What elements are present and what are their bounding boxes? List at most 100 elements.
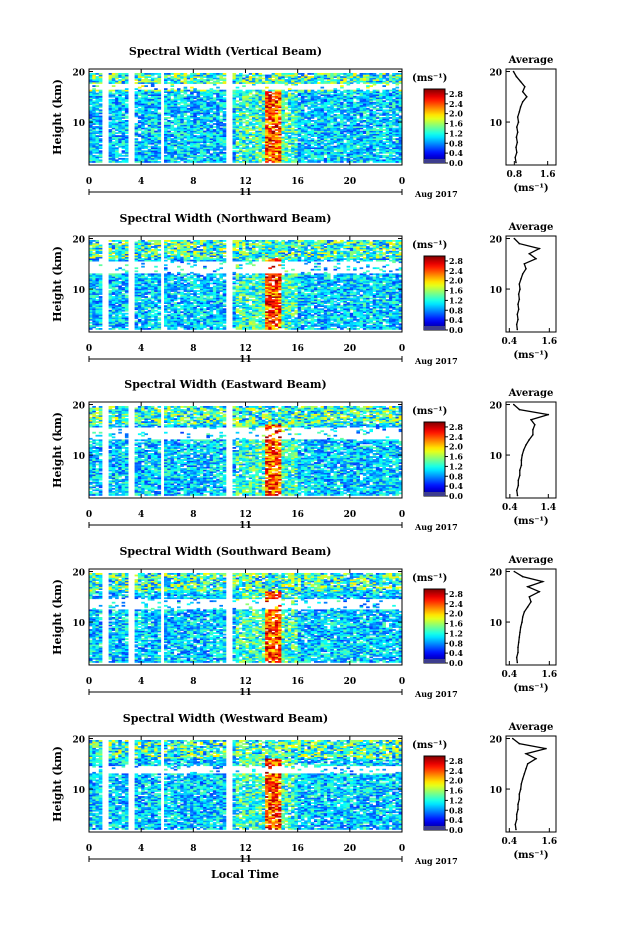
heatmap-cell [252, 94, 256, 97]
heatmap-cell [216, 142, 220, 145]
heatmap-cell [291, 136, 295, 139]
heatmap-cell [115, 104, 119, 107]
heatmap-cell [144, 112, 148, 115]
heatmap-cell [278, 115, 282, 118]
heatmap-cell [203, 139, 207, 142]
heatmap-cell [144, 115, 148, 118]
heatmap-cell [95, 273, 100, 276]
heatmap-cell [199, 126, 204, 128]
heatmap-cell [89, 144, 93, 147]
heatmap-cell [222, 138, 227, 140]
heatmap-cell [154, 106, 158, 109]
heatmap-cell [115, 123, 119, 125]
heatmap-cell [177, 121, 181, 124]
heatmap-cell [327, 132, 331, 134]
heatmap-cell [89, 157, 93, 160]
heatmap-cell [216, 97, 220, 100]
heatmap-cell [92, 290, 96, 292]
heatmap-cell [389, 141, 393, 144]
heatmap-cell [183, 121, 188, 124]
heatmap-cell [141, 74, 145, 77]
heatmap-cell [98, 126, 103, 128]
heatmap-cell [154, 97, 158, 100]
heatmap-cell [239, 121, 243, 124]
heatmap-cell [216, 104, 220, 107]
heatmap-cell [154, 92, 158, 95]
heatmap-cell [193, 115, 197, 118]
heatmap-cell [137, 129, 142, 131]
heatmap-cell [92, 91, 96, 93]
heatmap-cell [392, 74, 396, 77]
heatmap-cell [167, 89, 171, 92]
heatmap-cell [222, 80, 227, 83]
heatmap-cell [232, 97, 237, 100]
heatmap-cell [134, 157, 139, 160]
heatmap-cell [95, 120, 100, 122]
heatmap-cell [121, 243, 126, 245]
heatmap-cell [180, 127, 184, 130]
heatmap-cell [206, 95, 210, 98]
heatmap-cell [118, 124, 122, 127]
heatmap-cell [219, 106, 223, 109]
heatmap-cell [297, 142, 302, 145]
heatmap-cell [232, 129, 237, 131]
heatmap-cell [392, 138, 396, 140]
heatmap-cell [177, 145, 181, 148]
heatmap-cell [115, 318, 119, 321]
heatmap-cell [180, 101, 184, 104]
heatmap-cell [115, 121, 119, 124]
heatmap-cell [177, 88, 181, 90]
heatmap-cell [212, 92, 217, 95]
heatmap-cell [108, 94, 113, 97]
heatmap-cell [170, 150, 175, 153]
heatmap-cell [98, 299, 103, 301]
heatmap-cell [173, 110, 178, 113]
heatmap-cell [362, 73, 367, 75]
heatmap-cell [216, 107, 220, 110]
heatmap-cell [190, 82, 194, 84]
heatmap-cell [115, 97, 119, 100]
heatmap-cell [245, 114, 250, 116]
heatmap-cell [95, 89, 100, 92]
heatmap-cell [252, 73, 256, 75]
heatmap-cell [186, 127, 191, 130]
heatmap-cell [395, 117, 400, 119]
heatmap-cell [111, 273, 116, 276]
heatmap-cell [314, 147, 318, 150]
heatmap-cell [252, 98, 256, 101]
heatmap-cell [118, 142, 122, 145]
heatmap-cell [92, 161, 96, 163]
heatmap-cell [108, 91, 113, 93]
heatmap-cell [141, 126, 145, 128]
heatmap-cell [111, 255, 116, 257]
heatmap-cell [134, 88, 139, 90]
heatmap-cell [147, 89, 152, 92]
heatmap-cell [248, 132, 253, 134]
heatmap-cell [314, 151, 318, 154]
heatmap-cell [190, 115, 194, 118]
heatmap-cell [359, 74, 364, 77]
heatmap-cell [232, 142, 237, 145]
heatmap-cell [147, 132, 152, 134]
heatmap-cell [330, 112, 334, 115]
heatmap-cell [209, 129, 214, 131]
heatmap-cell [199, 138, 204, 140]
heatmap-cell [193, 157, 197, 160]
heatmap-cell [150, 120, 155, 122]
heatmap-cell [180, 132, 184, 134]
heatmap-cell [248, 82, 253, 84]
heatmap-cell [124, 112, 129, 115]
heatmap-cell [265, 86, 269, 89]
heatmap-cell [193, 132, 197, 134]
heatmap-cell [297, 112, 302, 115]
heatmap-cell [212, 112, 217, 115]
heatmap-cell [157, 80, 162, 83]
heatmap-cell [108, 153, 113, 156]
heatmap-cell [144, 82, 148, 84]
heatmap-cell [89, 98, 93, 101]
heatmap-cell [89, 127, 93, 130]
heatmap-cell [255, 89, 259, 92]
heatmap-cell [147, 141, 152, 144]
heatmap-cell [294, 89, 298, 92]
